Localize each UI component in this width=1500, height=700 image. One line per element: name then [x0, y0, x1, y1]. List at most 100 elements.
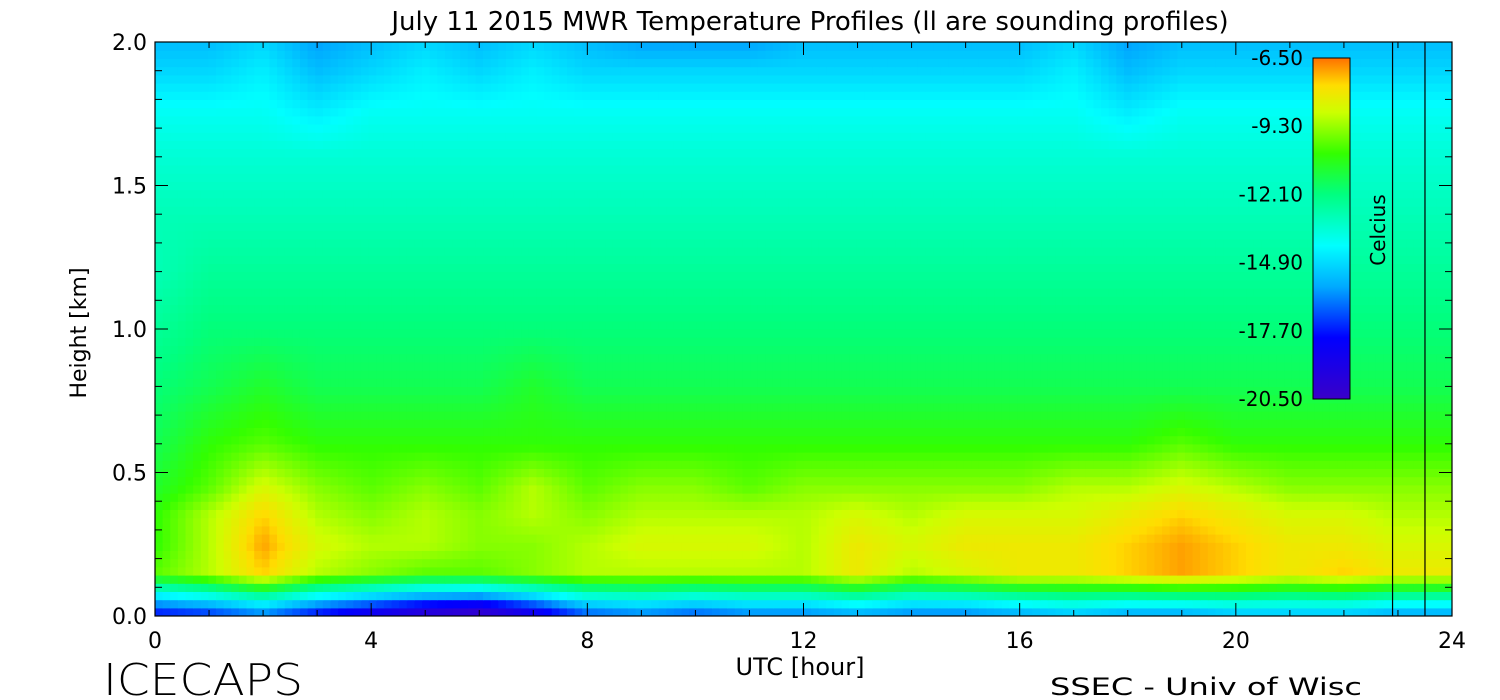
heatmap-cell: [162, 484, 171, 494]
heatmap-cell: [811, 501, 820, 510]
heatmap-cell: [376, 419, 385, 428]
heatmap-cell: [917, 435, 927, 445]
heatmap-cell: [1444, 493, 1452, 502]
heatmap-cell: [574, 476, 583, 486]
heatmap-cell: [261, 550, 271, 560]
heatmap-cell: [528, 591, 538, 601]
heatmap-cell: [322, 525, 332, 535]
heatmap-cell: [1154, 394, 1163, 404]
heatmap-cell: [551, 468, 560, 478]
heatmap-cell: [1360, 558, 1369, 568]
heatmap-cell: [658, 443, 667, 453]
heatmap-cell: [1162, 378, 1171, 387]
heatmap-cell: [1375, 566, 1384, 576]
heatmap-cell: [1032, 599, 1041, 609]
heatmap-cell: [1383, 517, 1392, 527]
heatmap-cell: [895, 419, 904, 428]
heatmap-cell: [582, 370, 591, 379]
heatmap-cell: [429, 501, 438, 510]
heatmap-cell: [834, 599, 843, 609]
heatmap-cell: [1207, 558, 1217, 568]
heatmap-cell: [902, 476, 911, 486]
heatmap-cell: [902, 534, 911, 543]
heatmap-cell: [780, 402, 789, 412]
heatmap-cell: [582, 509, 591, 519]
heatmap-cell: [353, 411, 362, 420]
heatmap-cell: [1406, 394, 1415, 404]
heatmap-cell: [528, 509, 538, 519]
heatmap-cell: [1116, 583, 1125, 592]
heatmap-cell: [597, 575, 606, 584]
heatmap-cell: [216, 607, 225, 616]
heatmap-cell: [216, 583, 225, 592]
heatmap-cell: [414, 517, 423, 527]
heatmap-cell: [986, 443, 995, 453]
heatmap-cell: [1032, 394, 1041, 404]
heatmap-cell: [1154, 427, 1163, 437]
heatmap-cell: [841, 550, 850, 560]
heatmap-cell: [483, 468, 492, 478]
heatmap-cell: [826, 599, 835, 609]
heatmap-cell: [505, 460, 515, 469]
heatmap-cell: [620, 599, 629, 609]
heatmap-cell: [254, 370, 263, 379]
heatmap-cell: [261, 558, 271, 568]
heatmap-cell: [460, 534, 469, 543]
heatmap-cell: [1337, 427, 1346, 437]
heatmap-cell: [711, 558, 721, 568]
heatmap-cell: [299, 558, 309, 568]
heatmap-cell: [353, 435, 362, 445]
heatmap-cell: [719, 542, 728, 551]
heatmap-cell: [1268, 509, 1278, 519]
heatmap-cell: [193, 525, 202, 535]
heatmap-cell: [505, 468, 515, 478]
heatmap-cell: [1146, 583, 1156, 592]
heatmap-cell: [1070, 419, 1079, 428]
heatmap-cell: [750, 599, 759, 609]
heatmap-cell: [765, 411, 774, 420]
heatmap-cell: [986, 493, 995, 502]
heatmap-cell: [315, 493, 324, 502]
heatmap-cell: [917, 484, 927, 494]
heatmap-cell: [277, 427, 286, 437]
heatmap-cell: [1429, 452, 1438, 461]
heatmap-cell: [788, 599, 797, 609]
heatmap-cell: [1406, 558, 1415, 568]
heatmap-cell: [689, 566, 698, 576]
heatmap-cell: [566, 427, 576, 437]
heatmap-cell: [643, 370, 652, 379]
heatmap-cell: [177, 607, 187, 616]
heatmap-cell: [818, 427, 827, 437]
heatmap-cell: [1345, 591, 1354, 601]
heatmap-cell: [1329, 517, 1339, 527]
heatmap-cell: [1444, 443, 1452, 453]
heatmap-cell: [284, 386, 293, 396]
heatmap-cell: [811, 402, 820, 412]
heatmap-cell: [734, 402, 744, 412]
heatmap-cell: [1246, 501, 1255, 510]
heatmap-cell: [765, 542, 774, 551]
heatmap-cell: [849, 575, 858, 584]
heatmap-cell: [917, 583, 927, 592]
heatmap-cell: [559, 599, 568, 609]
heatmap-cell: [1375, 558, 1384, 568]
heatmap-cell: [719, 443, 728, 453]
heatmap-cell: [1024, 452, 1033, 461]
heatmap-cell: [299, 394, 309, 404]
heatmap-cell: [1398, 493, 1407, 502]
heatmap-cell: [368, 435, 377, 445]
heatmap-cell: [353, 542, 362, 551]
heatmap-cell: [437, 435, 446, 445]
heatmap-cell: [1368, 460, 1377, 469]
heatmap-cell: [1421, 591, 1430, 601]
heatmap-cell: [238, 443, 248, 453]
heatmap-cell: [940, 566, 950, 576]
heatmap-cell: [879, 509, 889, 519]
heatmap-cell: [1390, 517, 1400, 527]
heatmap-cell: [254, 558, 263, 568]
heatmap-cell: [238, 493, 248, 502]
heatmap-cell: [1032, 435, 1041, 445]
heatmap-cell: [978, 378, 988, 387]
heatmap-cell: [330, 468, 339, 478]
heatmap-cell: [528, 468, 538, 478]
